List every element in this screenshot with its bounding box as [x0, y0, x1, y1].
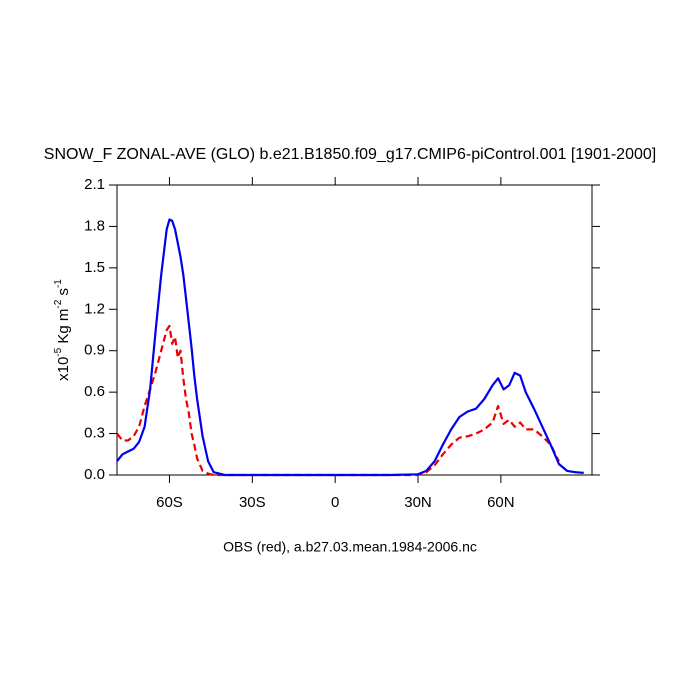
- x-tick-label: 60N: [487, 494, 515, 511]
- y-tick-label: 0.6: [84, 383, 105, 400]
- series-line: [116, 218, 584, 477]
- y-axis-label-part: Kg m: [55, 309, 72, 348]
- y-axis-label-part: s: [55, 288, 72, 300]
- y-tick-label: 1.5: [84, 259, 105, 276]
- y-tick-label: 0.3: [84, 425, 105, 442]
- y-tick-label: 0.0: [84, 466, 105, 483]
- x-axis-label: OBS (red), a.b27.03.mean.1984-2006.nc: [223, 539, 477, 555]
- x-tick-label: 30N: [404, 494, 432, 511]
- y-tick-label: 1.2: [84, 300, 105, 317]
- y-axis-label-part: -1: [53, 279, 64, 288]
- x-tick-label: 0: [331, 494, 339, 511]
- x-tick-label: 60S: [156, 494, 183, 511]
- y-axis-label-part: -5: [53, 347, 64, 356]
- y-axis-label-part: x10: [55, 357, 72, 381]
- x-tick-label: 30S: [239, 494, 266, 511]
- y-axis-label: x10-5 Kg m-2 s-1: [53, 279, 72, 381]
- y-axis-label-part: -2: [53, 299, 64, 308]
- plot-frame: [116, 184, 593, 476]
- y-tick-label: 0.9: [84, 342, 105, 359]
- series-line: [116, 324, 560, 477]
- y-tick-label: 2.1: [84, 176, 105, 193]
- y-tick-label: 1.8: [84, 217, 105, 234]
- chart-title: SNOW_F ZONAL-AVE (GLO) b.e21.B1850.f09_g…: [44, 146, 656, 163]
